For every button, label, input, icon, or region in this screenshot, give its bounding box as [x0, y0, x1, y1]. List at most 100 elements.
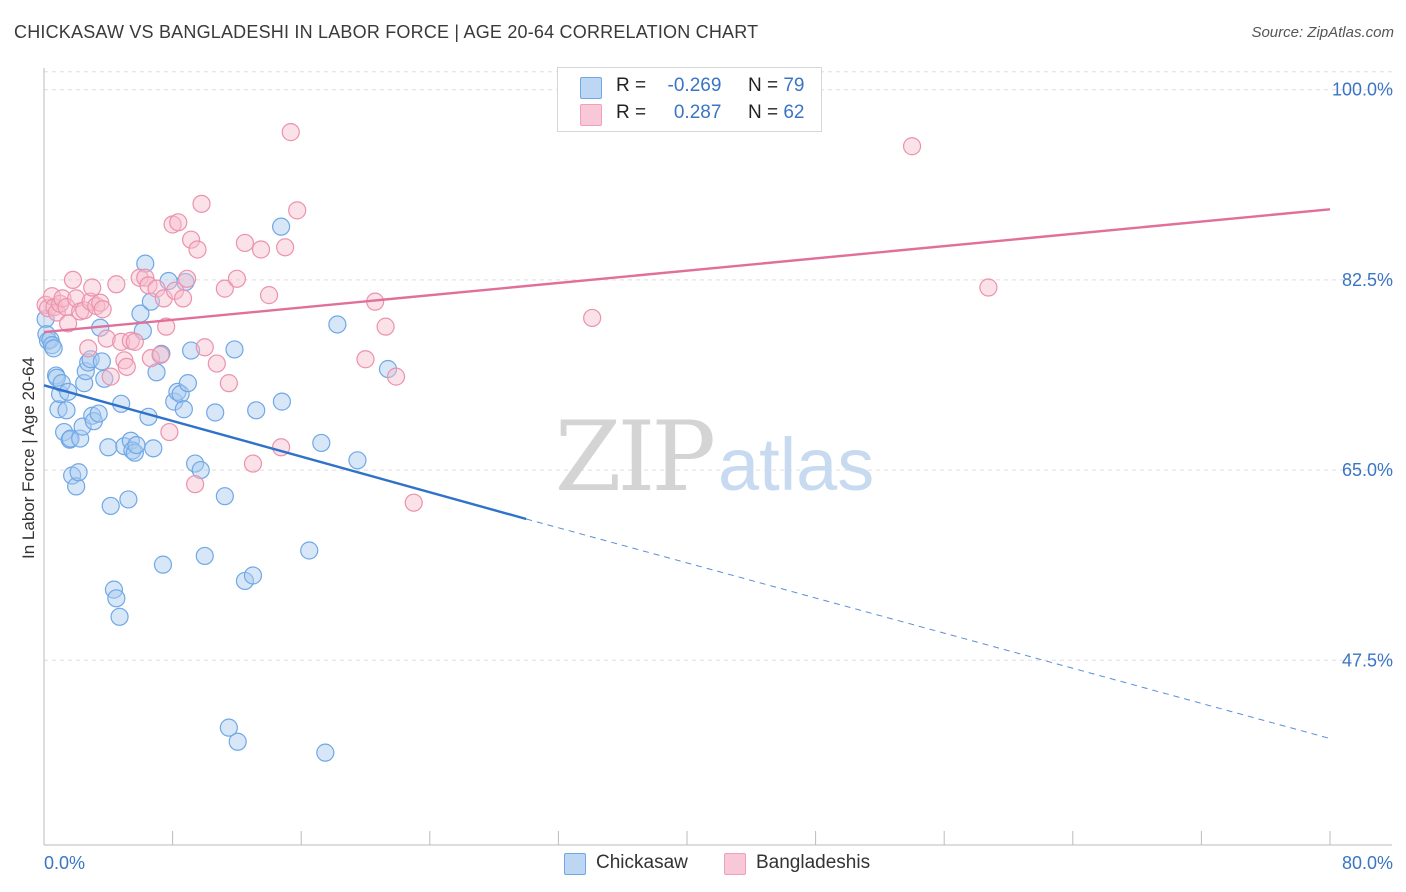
- data-point: [171, 384, 190, 404]
- chickasaw-trend-extension: [526, 518, 1331, 739]
- data-point: [63, 270, 83, 290]
- bangladeshis-swatch: [580, 104, 602, 126]
- data-point: [348, 451, 367, 470]
- watermark-atlas: atlas: [718, 423, 874, 506]
- data-point: [376, 317, 395, 336]
- data-point: [281, 123, 300, 142]
- data-point: [169, 213, 188, 232]
- data-point: [69, 463, 88, 482]
- data-point: [110, 607, 129, 626]
- data-point: [153, 555, 173, 574]
- data-point: [259, 286, 279, 305]
- data-point: [101, 367, 120, 386]
- y-tick-label: 82.5%: [1342, 270, 1393, 290]
- data-point: [112, 332, 131, 351]
- data-point: [93, 300, 112, 319]
- chickasaw-trend-line: [43, 384, 527, 521]
- data-point: [181, 230, 201, 249]
- watermark: ZIP atlas: [555, 401, 875, 513]
- data-point: [165, 392, 184, 411]
- data-point: [316, 743, 335, 762]
- data-point: [227, 269, 246, 288]
- data-point: [173, 289, 193, 308]
- data-point: [235, 233, 255, 253]
- data-point: [99, 438, 118, 457]
- data-point: [81, 350, 100, 369]
- y-tick-label: 65.0%: [1342, 460, 1393, 480]
- y-tick-label: 47.5%: [1342, 650, 1393, 670]
- n-value: 79: [783, 75, 805, 96]
- data-point: [356, 350, 375, 369]
- data-point: [404, 493, 423, 512]
- bottom-legend-label: Chickasaw: [596, 852, 688, 873]
- data-point: [979, 278, 998, 297]
- data-point: [177, 269, 197, 288]
- data-point: [272, 217, 291, 236]
- x-tick-label: 80.0%: [1342, 853, 1393, 873]
- data-point: [195, 338, 214, 357]
- data-point: [225, 340, 244, 359]
- y-axis-label: In Labor Force | Age 20-64: [19, 357, 38, 559]
- data-point: [44, 339, 63, 358]
- data-point: [117, 357, 136, 376]
- data-point: [215, 487, 234, 506]
- r-value: 0.287: [673, 102, 722, 123]
- r-label: R =: [616, 102, 647, 123]
- data-point: [215, 279, 234, 298]
- data-point: [79, 339, 98, 358]
- data-point: [61, 429, 80, 448]
- data-point: [89, 404, 108, 423]
- data-point: [38, 299, 58, 318]
- x-tick-label: 0.0%: [44, 853, 85, 873]
- data-point: [127, 435, 146, 455]
- data-point: [243, 566, 263, 585]
- data-point: [178, 374, 197, 393]
- data-point: [92, 352, 111, 371]
- data-point: [107, 589, 126, 608]
- data-point: [107, 275, 126, 294]
- data-point: [312, 433, 331, 453]
- bottom-legend-label: Bangladeshis: [756, 852, 871, 873]
- data-point: [97, 329, 116, 348]
- data-point: [288, 201, 307, 220]
- data-point: [188, 240, 207, 259]
- r-label: R =: [616, 75, 647, 96]
- data-point: [125, 443, 144, 462]
- bangladeshi-points: [36, 82, 998, 512]
- data-point: [151, 345, 170, 364]
- data-point: [152, 344, 171, 363]
- data-point: [206, 403, 225, 422]
- data-point: [181, 341, 201, 360]
- watermark-zip: ZIP: [555, 401, 714, 513]
- axes: [43, 68, 1392, 846]
- source-label: Source: ZipAtlas.com: [1251, 24, 1394, 41]
- data-point: [160, 422, 179, 442]
- data-point: [53, 289, 72, 308]
- data-point: [247, 401, 266, 420]
- data-point: [219, 374, 238, 393]
- data-point: [272, 392, 292, 411]
- data-point: [59, 314, 78, 333]
- data-point: [112, 394, 131, 413]
- chickasaw-swatch: [564, 853, 586, 875]
- n-label: N =: [747, 102, 779, 123]
- data-point: [186, 475, 205, 494]
- r-value: -0.269: [667, 75, 722, 96]
- data-point: [79, 353, 98, 372]
- stats-legend: R = -0.269 N = 79 R = 0.287 N = 62: [557, 67, 822, 132]
- data-point: [174, 400, 193, 419]
- trend-lines: [43, 208, 1331, 739]
- data-point: [67, 477, 86, 496]
- data-point: [902, 137, 922, 156]
- data-point: [157, 317, 176, 336]
- data-point: [386, 367, 406, 386]
- data-point: [83, 278, 102, 297]
- data-point: [101, 496, 120, 516]
- data-point: [125, 332, 144, 351]
- chickasaw-points: [36, 217, 398, 762]
- data-point: [219, 718, 238, 737]
- data-point: [147, 279, 166, 298]
- data-point: [144, 439, 163, 458]
- data-point: [57, 401, 76, 420]
